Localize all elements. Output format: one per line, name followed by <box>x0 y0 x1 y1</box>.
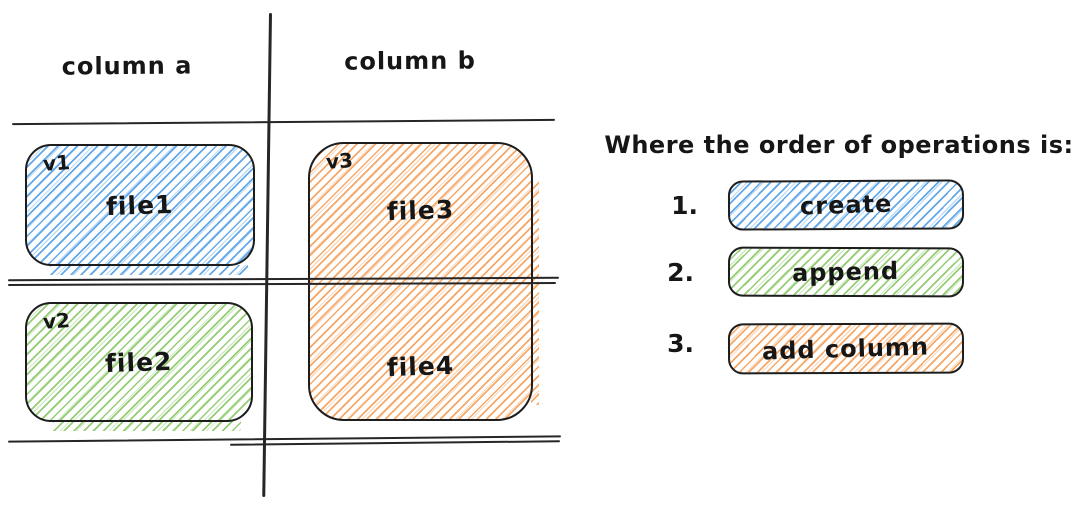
operation-number-1: 1. <box>671 191 698 220</box>
operation-number-3: 3. <box>667 329 694 358</box>
file1-label: file1 <box>105 189 175 221</box>
version-label-v1: v1 <box>42 150 71 176</box>
column-divider-line <box>262 12 272 497</box>
operation-pill-add-column: add column <box>727 322 965 375</box>
file4-label: file4 <box>386 350 455 383</box>
operation-pill-append: append <box>727 246 965 298</box>
operation-label-add-column: add column <box>762 332 930 365</box>
operation-pill-create: create <box>727 179 965 231</box>
column-a-header: column a <box>61 51 193 81</box>
green-hatch-overflow <box>53 421 241 431</box>
blue-hatch-overflow <box>50 265 248 275</box>
operations-title: Where the order of operations is: <box>604 131 1074 159</box>
version-label-v3: v3 <box>325 148 354 174</box>
bottom-separator-line-double <box>229 440 561 446</box>
header-separator-line <box>11 118 556 126</box>
file2-label: file2 <box>104 346 174 378</box>
operation-label-create: create <box>799 189 893 221</box>
version-label-v2: v2 <box>42 308 71 334</box>
orange-hatch-overflow <box>531 180 539 405</box>
file2-box: v2 file2 <box>25 302 253 422</box>
file1-box: v1 file1 <box>25 144 255 266</box>
operation-label-append: append <box>792 256 900 288</box>
file3-label: file3 <box>386 194 455 227</box>
column-b-header: column b <box>344 46 476 76</box>
file3-file4-box: v3 file3 file4 <box>308 142 533 421</box>
operation-number-2: 2. <box>667 258 694 287</box>
